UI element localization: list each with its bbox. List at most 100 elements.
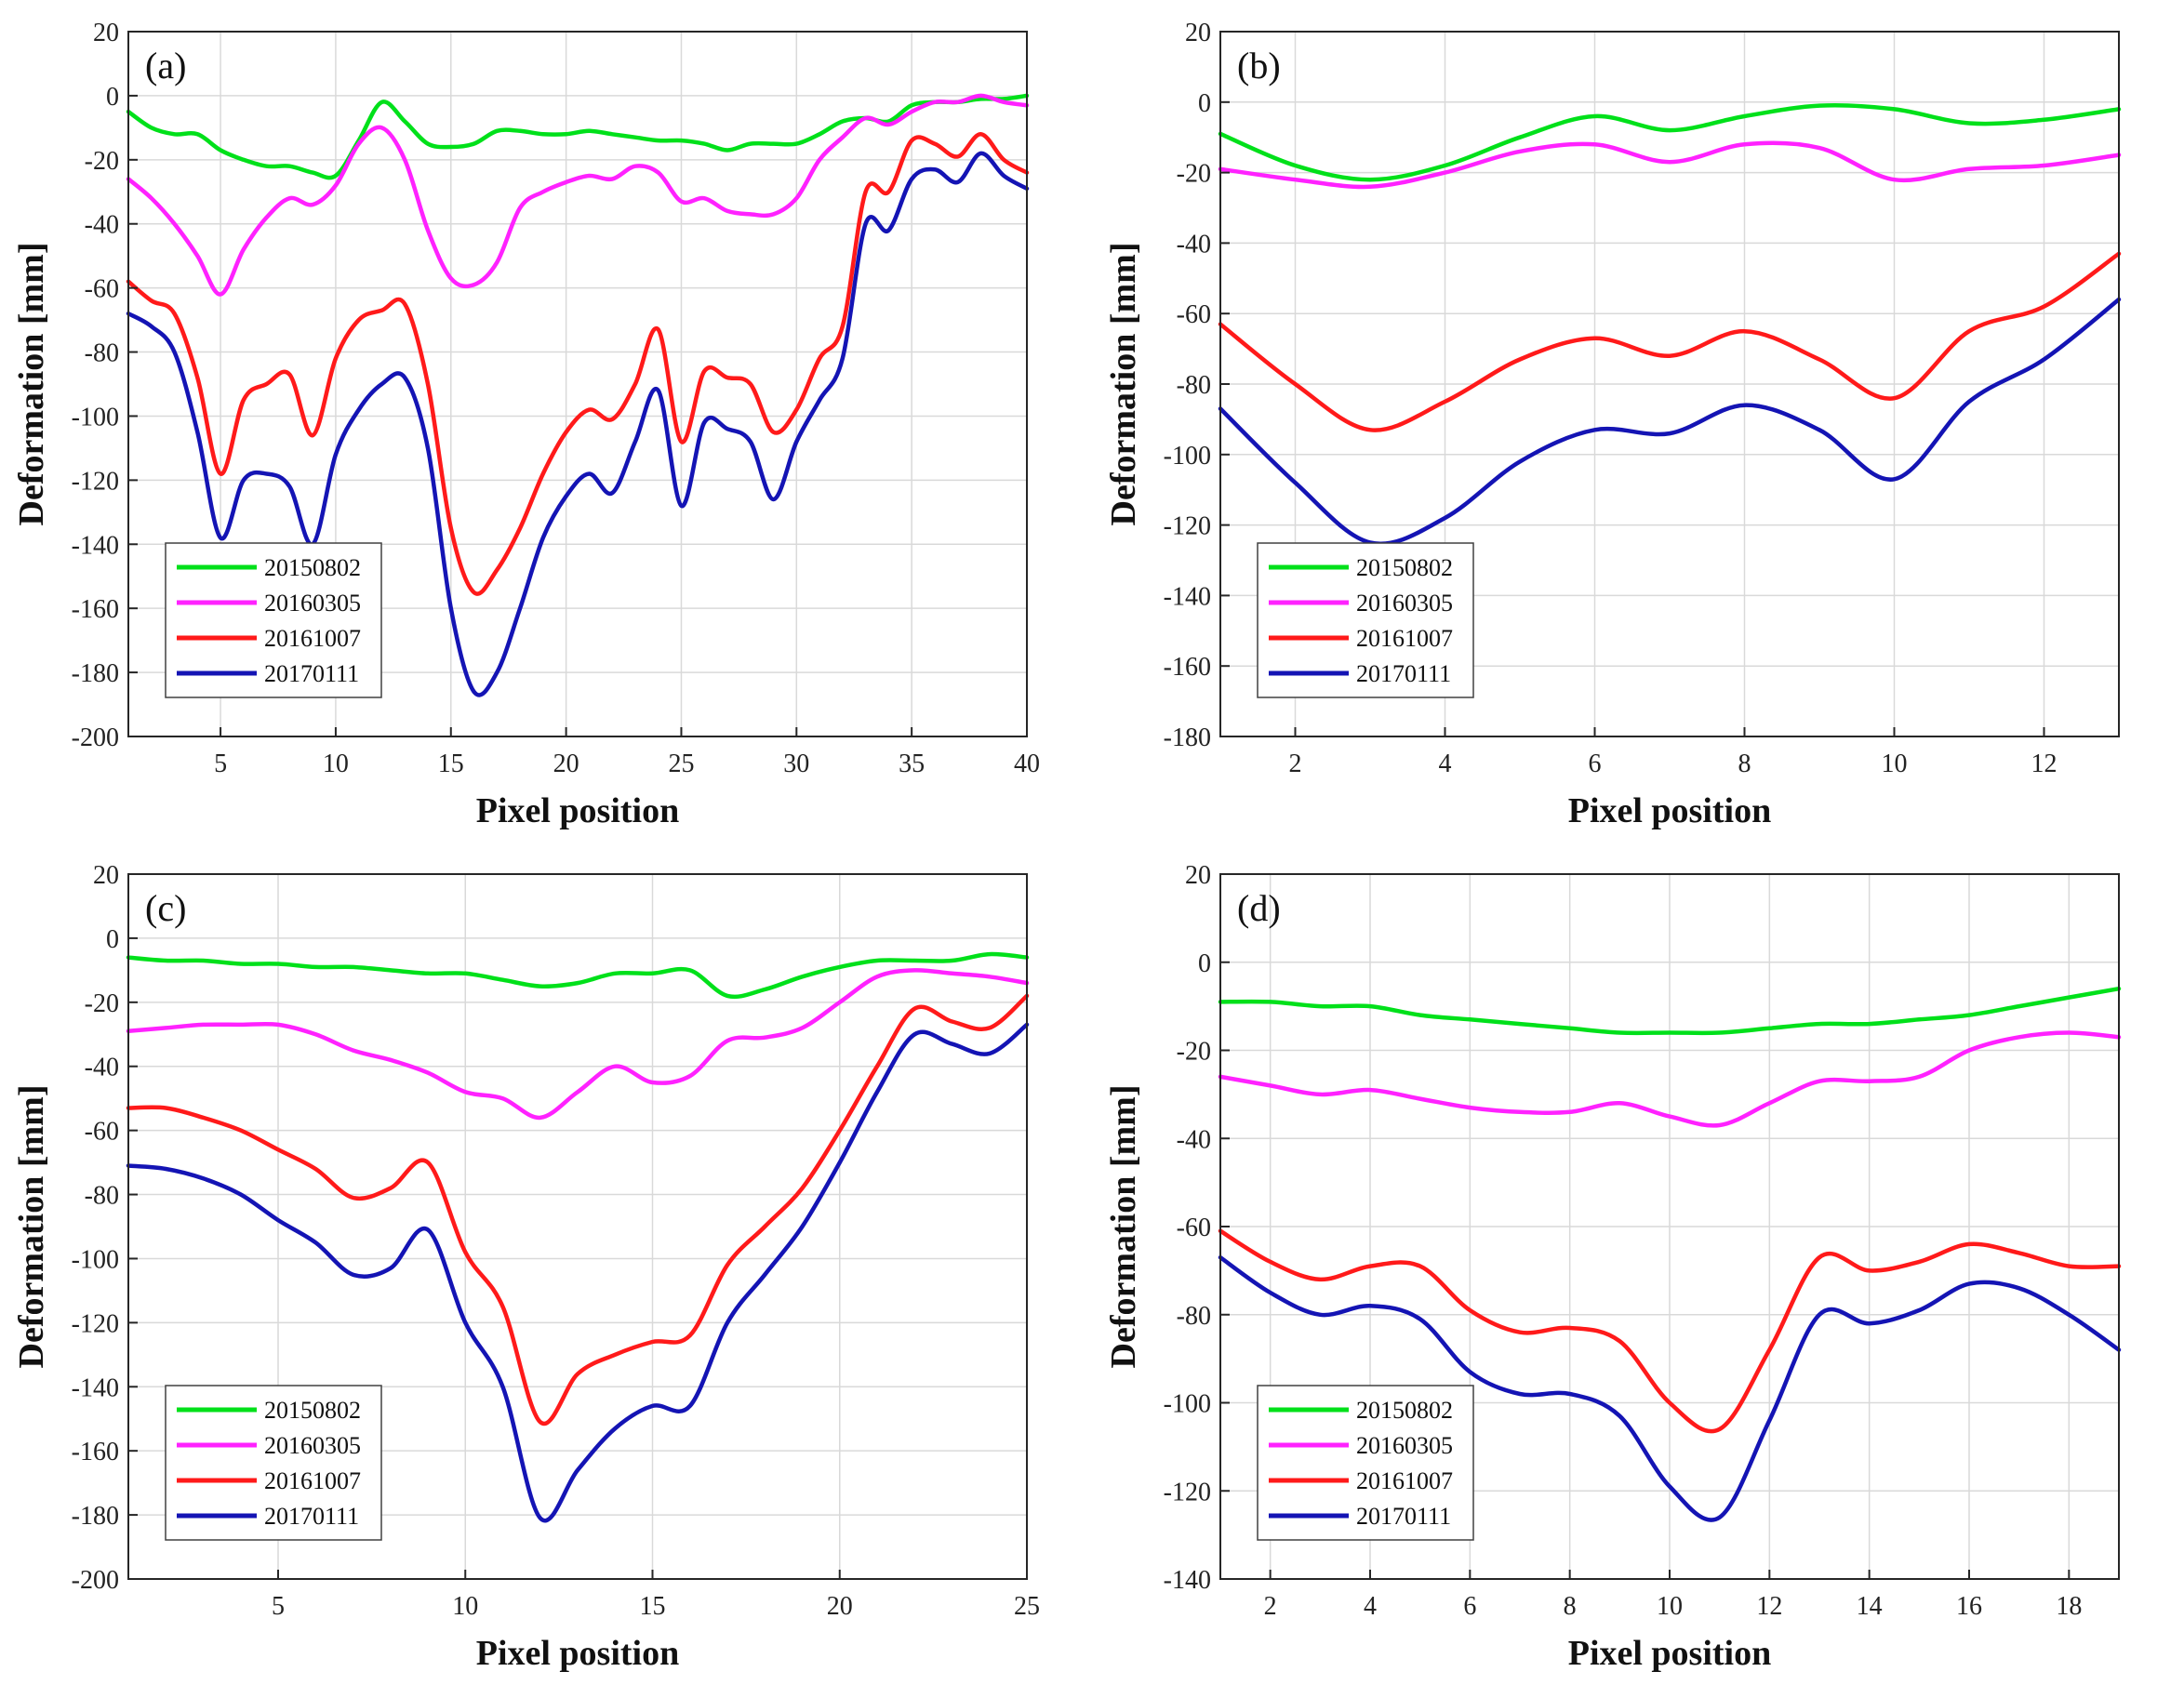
y-tick-label: -60 bbox=[85, 275, 119, 304]
series-line-20160305 bbox=[1218, 1030, 2122, 1128]
y-tick-label: -40 bbox=[1177, 1125, 1211, 1154]
series-line-20150802 bbox=[1218, 986, 2122, 1036]
y-tick-label: -140 bbox=[1164, 582, 1211, 611]
y-axis-label: Deformation [mm] bbox=[1104, 243, 1143, 526]
y-tick-label: 20 bbox=[93, 19, 119, 47]
legend-label-20160305: 20160305 bbox=[1356, 590, 1453, 617]
x-tick-label: 5 bbox=[272, 1592, 285, 1621]
panel-tag-b: (b) bbox=[1237, 45, 1281, 86]
x-tick-label: 15 bbox=[438, 750, 464, 778]
x-tick-label: 10 bbox=[452, 1592, 478, 1621]
x-tick-label: 2 bbox=[1289, 750, 1302, 778]
series-line-20150802 bbox=[1218, 102, 2122, 182]
y-tick-label: -120 bbox=[72, 1309, 119, 1338]
x-tick-label: 8 bbox=[1738, 750, 1751, 778]
y-tick-label: -200 bbox=[72, 1566, 119, 1595]
series-line-20150802 bbox=[126, 93, 1030, 180]
axes-frame bbox=[127, 873, 1028, 1580]
chart-panel-c: 5 10 15 20 25-200-180-160-140-120-100-80-60-… bbox=[12, 861, 1040, 1673]
series-line-20170111 bbox=[1218, 297, 2122, 546]
y-tick-label: -120 bbox=[1164, 1478, 1211, 1506]
y-axis-label: Deformation [mm] bbox=[12, 1085, 51, 1369]
y-tick-label: -100 bbox=[1164, 1390, 1211, 1419]
y-tick-label: -100 bbox=[72, 403, 119, 431]
x-tick-label: 4 bbox=[1439, 750, 1452, 778]
legend-label-20161007: 20161007 bbox=[264, 625, 361, 652]
y-tick-label: -160 bbox=[72, 1438, 119, 1466]
y-tick-label: -40 bbox=[85, 1054, 119, 1082]
y-tick-label: -40 bbox=[1177, 230, 1211, 259]
y-tick-label: 20 bbox=[1185, 19, 1211, 47]
series-line-20160305 bbox=[126, 968, 1030, 1121]
x-tick-label: 16 bbox=[1956, 1592, 1982, 1621]
x-tick-label: 5 bbox=[214, 750, 227, 778]
y-tick-label: -180 bbox=[72, 1502, 119, 1531]
y-tick-label: -100 bbox=[1164, 442, 1211, 471]
y-tick-label: -80 bbox=[85, 339, 119, 368]
y-tick-label: -20 bbox=[85, 147, 119, 176]
y-tick-label: -140 bbox=[1164, 1566, 1211, 1595]
series-line-20160305 bbox=[1218, 140, 2122, 190]
series-line-20161007 bbox=[1218, 1228, 2122, 1434]
y-tick-label: -160 bbox=[72, 595, 119, 624]
y-tick-label: -80 bbox=[85, 1182, 119, 1211]
legend-label-20160305: 20160305 bbox=[264, 1432, 361, 1459]
y-tick-label: -20 bbox=[85, 989, 119, 1018]
y-tick-label: -180 bbox=[1164, 723, 1211, 752]
legend-label-20170111: 20170111 bbox=[1356, 1503, 1451, 1530]
y-tick-label: -20 bbox=[1177, 160, 1211, 189]
axes-frame bbox=[127, 31, 1028, 737]
chart-panel-d: 2 4 6 8 10 12 14 16 18 -140 -120 -100 -80 -60 -40 -20 0 2… bbox=[1104, 861, 2122, 1673]
x-tick-label: 20 bbox=[827, 1592, 853, 1621]
y-axis-label: Deformation [mm] bbox=[12, 243, 51, 526]
x-axis-label: Pixel position bbox=[476, 1634, 680, 1673]
y-tick-label: -180 bbox=[72, 659, 119, 688]
panel-tag-d: (d) bbox=[1237, 887, 1281, 929]
y-tick-label: 20 bbox=[1185, 861, 1211, 890]
legend-label-20161007: 20161007 bbox=[264, 1467, 361, 1494]
y-tick-label: -140 bbox=[72, 1373, 119, 1402]
x-tick-label: 40 bbox=[1014, 750, 1040, 778]
x-tick-label: 18 bbox=[2056, 1592, 2082, 1621]
legend-label-20160305: 20160305 bbox=[1356, 1432, 1453, 1459]
x-tick-label: 14 bbox=[1857, 1592, 1883, 1621]
chart-panel-a: 5 10 15 20 25 30 35 40-200-180-160-140-120-100-… bbox=[12, 19, 1040, 830]
legend-label-20161007: 20161007 bbox=[1356, 1467, 1453, 1494]
legend-label-20170111: 20170111 bbox=[264, 660, 359, 687]
y-tick-label: -120 bbox=[72, 467, 119, 496]
series-line-20170111 bbox=[1218, 1254, 2122, 1522]
x-tick-label: 10 bbox=[1882, 750, 1908, 778]
legend-label-20170111: 20170111 bbox=[1356, 660, 1451, 687]
legend-label-20161007: 20161007 bbox=[1356, 625, 1453, 652]
x-tick-label: 10 bbox=[323, 750, 349, 778]
legend-label-20150802: 20150802 bbox=[264, 1397, 361, 1424]
series-line-20170111 bbox=[126, 1022, 1030, 1523]
y-tick-label: -40 bbox=[85, 211, 119, 240]
panel-tag-a: (a) bbox=[145, 45, 186, 86]
x-tick-label: 30 bbox=[783, 750, 809, 778]
x-axis-label: Pixel position bbox=[1568, 791, 1772, 830]
x-tick-label: 12 bbox=[2031, 750, 2057, 778]
y-tick-label: -60 bbox=[1177, 300, 1211, 329]
y-tick-label: -80 bbox=[1177, 371, 1211, 400]
y-axis-label: Deformation [mm] bbox=[1104, 1085, 1143, 1369]
y-tick-label: 0 bbox=[1198, 949, 1211, 978]
y-tick-label: -60 bbox=[1177, 1214, 1211, 1242]
series-line-20161007 bbox=[126, 993, 1030, 1426]
y-tick-label: -100 bbox=[72, 1245, 119, 1274]
x-axis-label: Pixel position bbox=[476, 791, 680, 830]
x-tick-label: 20 bbox=[553, 750, 579, 778]
y-tick-label: -120 bbox=[1164, 512, 1211, 541]
x-tick-label: 35 bbox=[899, 750, 925, 778]
y-tick-label: 20 bbox=[93, 861, 119, 890]
series-line-20150802 bbox=[126, 951, 1030, 1000]
x-tick-label: 6 bbox=[1463, 1592, 1476, 1621]
y-tick-label: -20 bbox=[1177, 1038, 1211, 1067]
x-tick-label: 25 bbox=[1014, 1592, 1040, 1621]
y-tick-label: -160 bbox=[1164, 653, 1211, 682]
series-line-20161007 bbox=[1218, 251, 2122, 432]
x-tick-label: 12 bbox=[1756, 1592, 1782, 1621]
x-tick-label: 6 bbox=[1589, 750, 1602, 778]
y-tick-label: -60 bbox=[85, 1118, 119, 1147]
